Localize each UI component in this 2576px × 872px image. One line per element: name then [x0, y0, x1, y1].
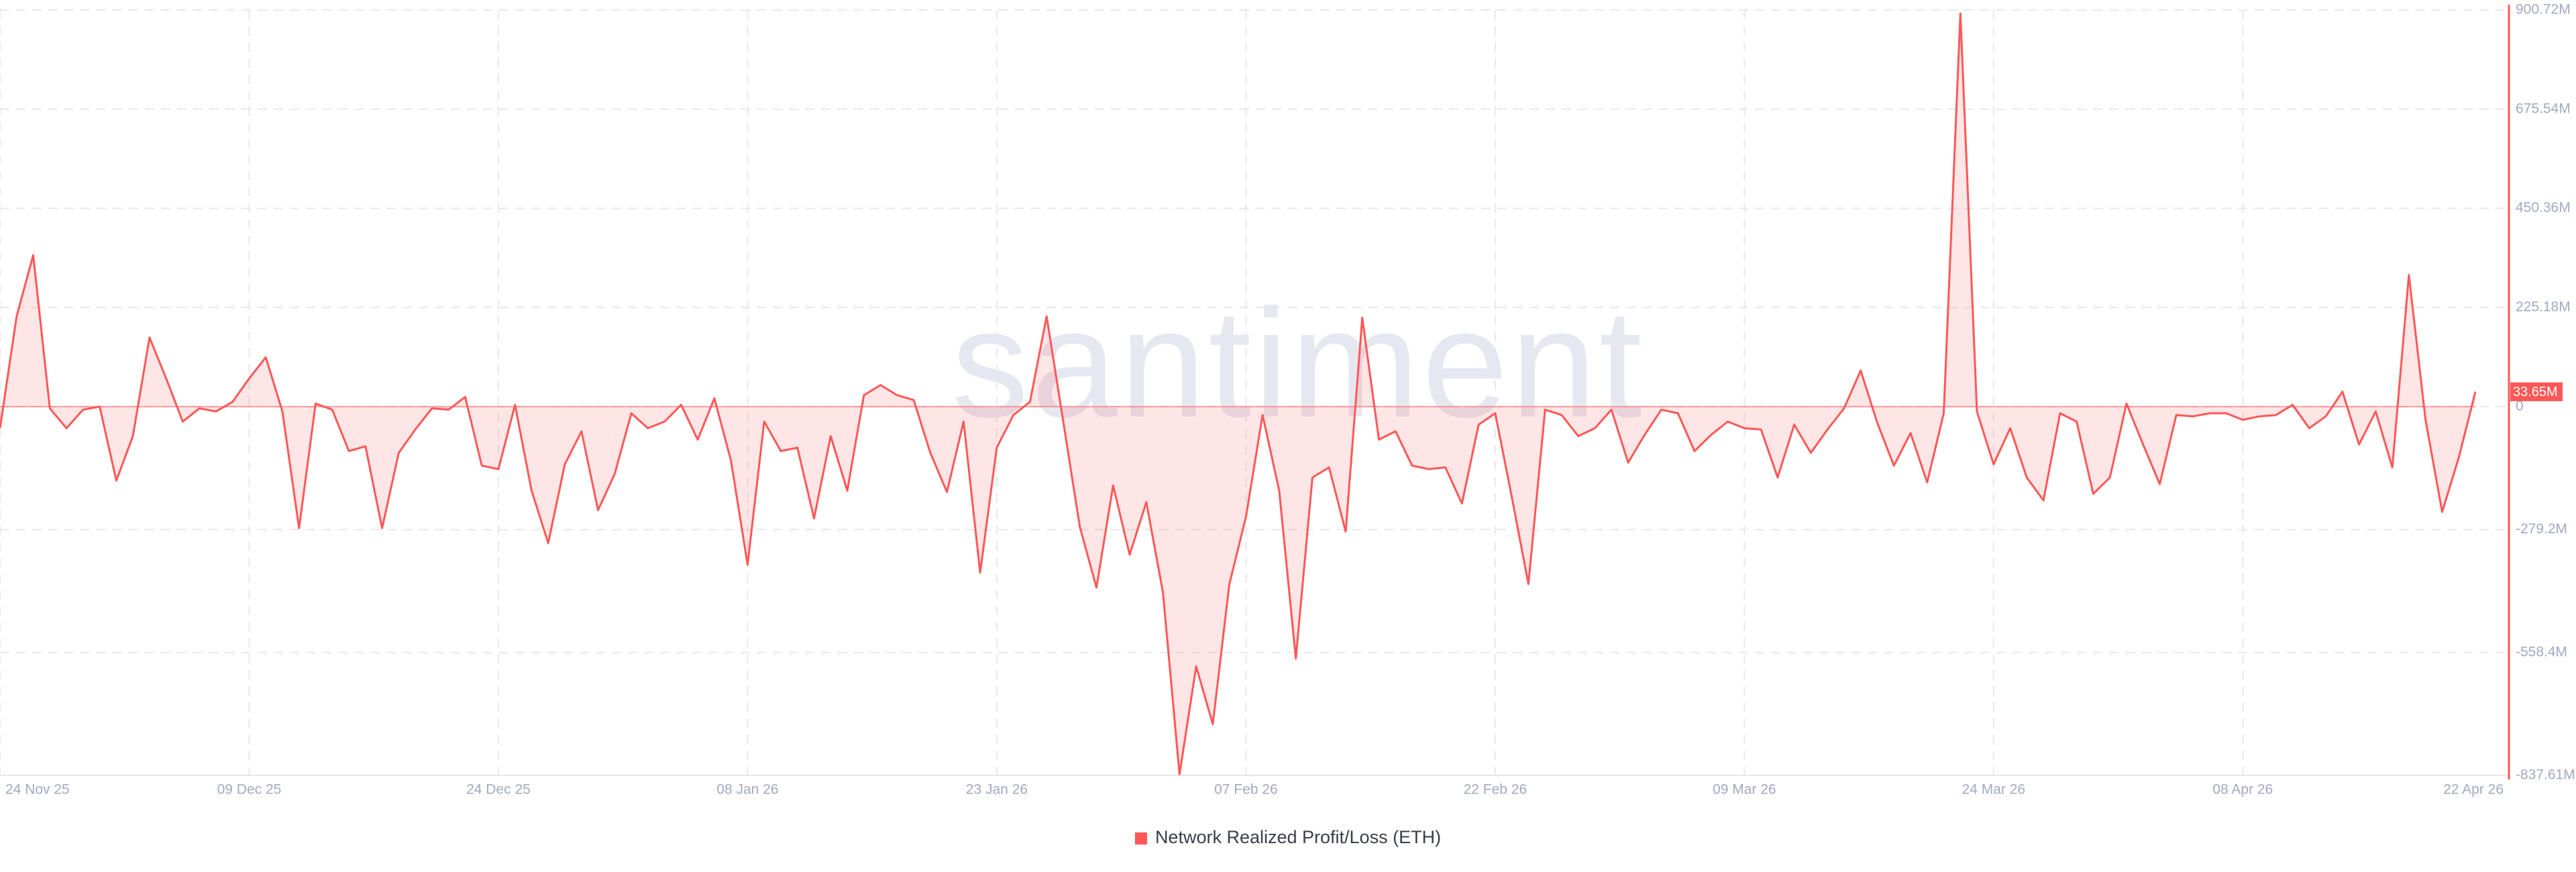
y-tick-label: 0: [2516, 398, 2524, 414]
x-tick-label: 23 Jan 26: [966, 782, 1028, 798]
x-tick-label: 09 Mar 26: [1713, 782, 1776, 798]
y-tick-label: 675.54M: [2516, 101, 2571, 116]
current-value-label: 33.65M: [2513, 384, 2558, 399]
x-tick-label: 08 Jan 26: [716, 782, 778, 798]
x-tick-label: 07 Feb 26: [1214, 782, 1278, 798]
x-tick-label: 24 Mar 26: [1962, 782, 2026, 798]
x-tick-label: 09 Dec 25: [217, 782, 282, 798]
x-tick-label: 24 Nov 25: [5, 782, 70, 798]
current-value-badge: [2510, 382, 2563, 402]
y-tick-label: 900.72M: [2516, 2, 2571, 17]
x-tick-label: 24 Dec 25: [466, 782, 531, 798]
watermark: santiment: [951, 277, 1644, 449]
x-tick-label: 22 Apr 26: [2443, 782, 2504, 798]
legend-swatch: [1134, 832, 1147, 844]
y-tick-label: 450.36M: [2516, 200, 2571, 215]
y-tick-label: 225.18M: [2516, 299, 2571, 315]
line: [0, 12, 2477, 775]
y-tick-label: -279.2M: [2516, 521, 2567, 537]
y-tick-label: -837.61M: [2516, 767, 2575, 783]
x-tick-label: 22 Feb 26: [1464, 782, 1527, 798]
legend: Network Realized Profit/Loss (ETH): [1134, 827, 1441, 847]
legend-label: Network Realized Profit/Loss (ETH): [1155, 827, 1441, 847]
y-tick-label: -558.4M: [2516, 644, 2567, 659]
x-tick-label: 08 Apr 26: [2212, 782, 2273, 798]
